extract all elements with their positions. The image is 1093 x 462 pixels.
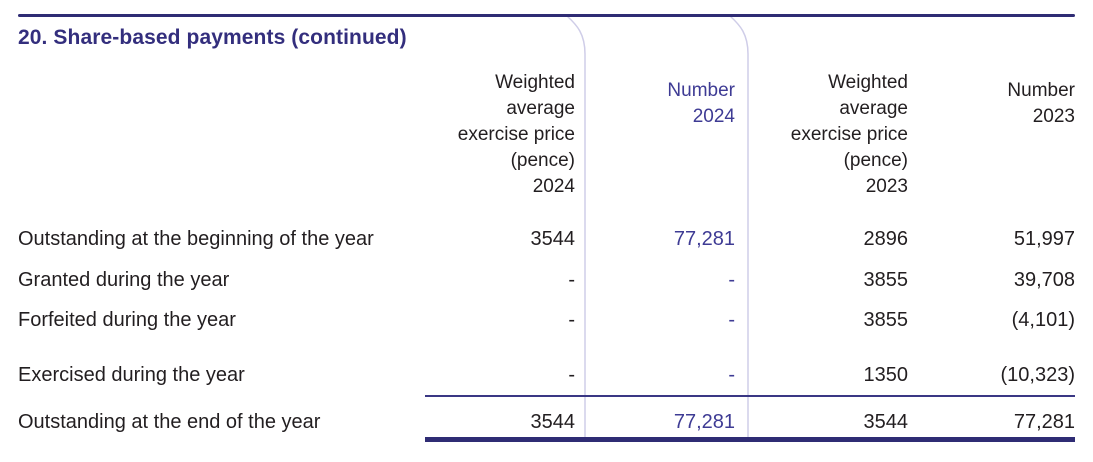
column-header-number-2023: Number 2023 — [1007, 80, 1075, 127]
total-number-2023: 77,281 — [1013, 410, 1075, 433]
column-header-waep-2024: Weighted average exercise price (pence) … — [457, 72, 575, 197]
header-spacer — [18, 70, 445, 218]
value-waep-2023: 3855 — [863, 268, 909, 291]
share-based-payments-table: Weighted average exercise price (pence) … — [18, 70, 1075, 442]
value-number-2024: - — [728, 308, 735, 331]
value-waep-2024: - — [568, 363, 575, 386]
section-title: 20. Share-based payments (continued) — [18, 26, 407, 49]
total-waep-2024: 3544 — [530, 410, 576, 433]
row-label-outstanding-beginning: Outstanding at the beginning of the year — [18, 227, 374, 250]
column-band-left-line — [566, 15, 586, 437]
total-waep-2023: 3544 — [863, 410, 909, 433]
value-number-2024: - — [728, 363, 735, 386]
value-waep-2024: 3544 — [530, 227, 576, 250]
total-number-2024: 77,281 — [673, 410, 735, 433]
value-number-2023: (10,323) — [1000, 363, 1076, 386]
column-header-number-2024: Number 2024 — [667, 80, 735, 127]
value-waep-2024: - — [568, 308, 575, 331]
column-band-right-line — [729, 15, 749, 437]
row-label-granted: Granted during the year — [18, 268, 230, 291]
value-waep-2024: - — [568, 268, 575, 291]
value-waep-2023: 3855 — [863, 308, 909, 331]
value-number-2024: - — [728, 268, 735, 291]
top-rule — [18, 14, 1075, 17]
value-waep-2023: 2896 — [863, 227, 909, 250]
value-number-2023: 39,708 — [1013, 268, 1075, 291]
value-number-2024: 77,281 — [673, 227, 735, 250]
value-number-2023: (4,101) — [1011, 308, 1075, 331]
row-label-outstanding-end: Outstanding at the end of the year — [18, 410, 321, 433]
total-row-bottom-rule — [425, 437, 1075, 442]
value-number-2023: 51,997 — [1013, 227, 1075, 250]
value-waep-2023: 1350 — [863, 363, 909, 386]
column-header-waep-2023: Weighted average exercise price (pence) … — [790, 72, 908, 197]
total-row-top-rule — [425, 395, 1075, 397]
row-label-exercised: Exercised during the year — [18, 363, 245, 386]
row-label-forfeited: Forfeited during the year — [18, 308, 236, 331]
